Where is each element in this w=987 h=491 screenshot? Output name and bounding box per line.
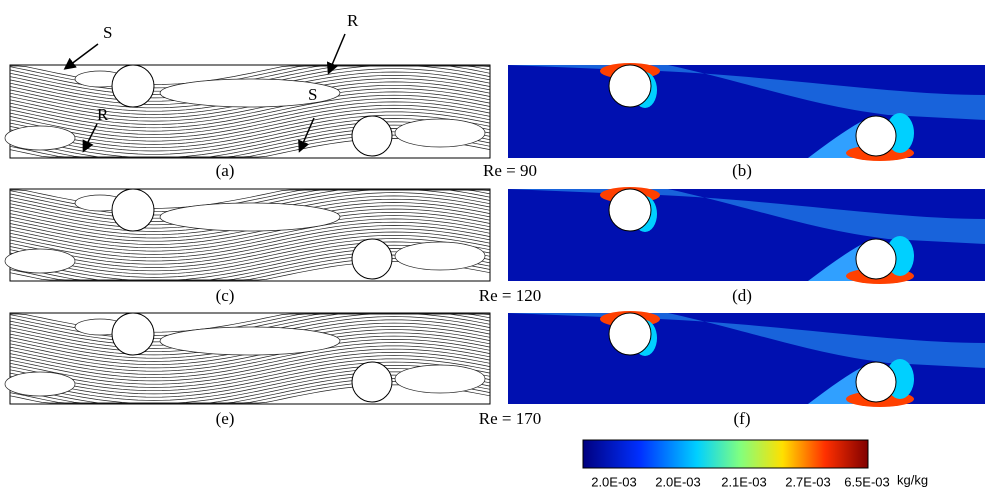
recirculation xyxy=(395,365,485,393)
colorbar-tick: 2.0E-03 xyxy=(591,474,637,489)
panel-label: (b) xyxy=(732,161,752,180)
annotation: R xyxy=(347,11,359,30)
cylinder xyxy=(609,189,651,231)
annotation: S xyxy=(103,23,112,42)
cylinder xyxy=(352,116,392,156)
reynolds-label: Re = 170 xyxy=(479,409,541,428)
cylinder xyxy=(352,239,392,279)
panel-label: (f) xyxy=(734,409,751,428)
colorbar-unit: kg/kg xyxy=(897,472,928,487)
panel-label: (a) xyxy=(216,161,235,180)
annotation: S xyxy=(308,85,317,104)
recirculation xyxy=(160,327,340,355)
cylinder xyxy=(352,362,392,402)
cylinder xyxy=(609,65,651,107)
panel-label: (e) xyxy=(216,409,235,428)
cylinder xyxy=(856,362,896,402)
colorbar-tick: 2.1E-03 xyxy=(721,474,767,489)
colorbar-tick: 2.7E-03 xyxy=(785,474,831,489)
annotation: R xyxy=(97,105,109,124)
recirculation xyxy=(160,203,340,231)
reynolds-label: Re = 90 xyxy=(483,161,537,180)
cylinder xyxy=(112,65,154,107)
arrow xyxy=(66,44,98,68)
colorbar-tick: 6.5E-03 xyxy=(844,474,890,489)
colorbar xyxy=(583,440,868,468)
recirculation xyxy=(5,372,75,396)
cylinder xyxy=(609,313,651,355)
panel-label: (c) xyxy=(216,286,235,305)
cylinder xyxy=(112,189,154,231)
recirculation xyxy=(395,242,485,270)
cylinder xyxy=(112,313,154,355)
recirculation xyxy=(395,119,485,147)
reynolds-label: Re = 120 xyxy=(479,286,541,305)
cylinder xyxy=(856,116,896,156)
panel-label: (d) xyxy=(732,286,752,305)
figure: S R R S (a) (b) Re = 90 (c) (d) Re = 120… xyxy=(0,0,987,491)
recirculation xyxy=(5,126,75,150)
colorbar-tick: 2.0E-03 xyxy=(655,474,701,489)
cylinder xyxy=(856,239,896,279)
recirculation xyxy=(5,249,75,273)
